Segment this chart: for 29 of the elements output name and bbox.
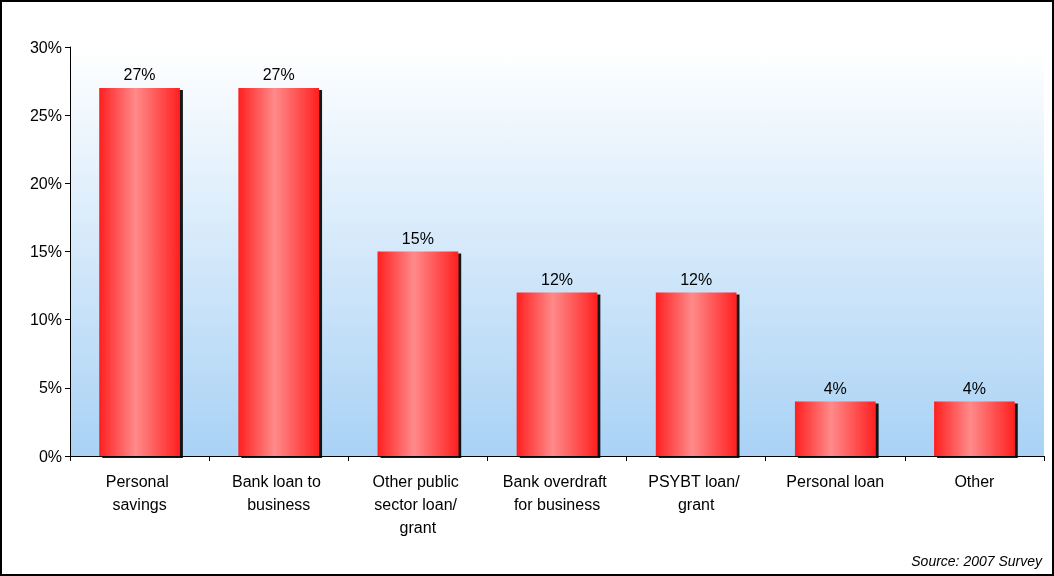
bar	[655, 292, 737, 456]
x-tick-label: Bank overdraft for business	[502, 473, 612, 513]
x-tick-label: Bank loan to business	[232, 473, 326, 513]
bar	[377, 251, 459, 456]
bar	[934, 401, 1015, 456]
x-tick-label: Personal loan	[786, 473, 885, 490]
y-tick-label: 10%	[29, 311, 62, 329]
source-note: Source: 2007 Survey	[911, 553, 1043, 569]
y-tick-label: 25%	[29, 106, 62, 124]
y-tick-label: 0%	[38, 447, 62, 465]
data-label: 4%	[823, 379, 847, 397]
data-label: 27%	[123, 66, 156, 84]
y-tick-label: 5%	[38, 379, 62, 397]
data-label: 12%	[680, 270, 713, 288]
y-tick-label: 30%	[29, 38, 62, 56]
data-label: 15%	[401, 230, 434, 247]
bar	[794, 401, 876, 456]
bar	[516, 292, 598, 456]
bar	[99, 87, 180, 456]
data-label: 4%	[962, 379, 986, 397]
y-tick-label: 20%	[29, 174, 62, 192]
x-tick-label: Personal savings	[105, 473, 174, 513]
x-tick-label: Other	[954, 473, 996, 490]
data-label: 12%	[540, 270, 574, 288]
y-tick-label: 15%	[29, 243, 62, 260]
x-tick-label: Other public sector loan/ grant	[372, 473, 464, 536]
bar	[238, 87, 320, 456]
x-tick-label: PSYBT loan/ grant	[648, 473, 745, 513]
data-label: 27%	[262, 66, 295, 84]
